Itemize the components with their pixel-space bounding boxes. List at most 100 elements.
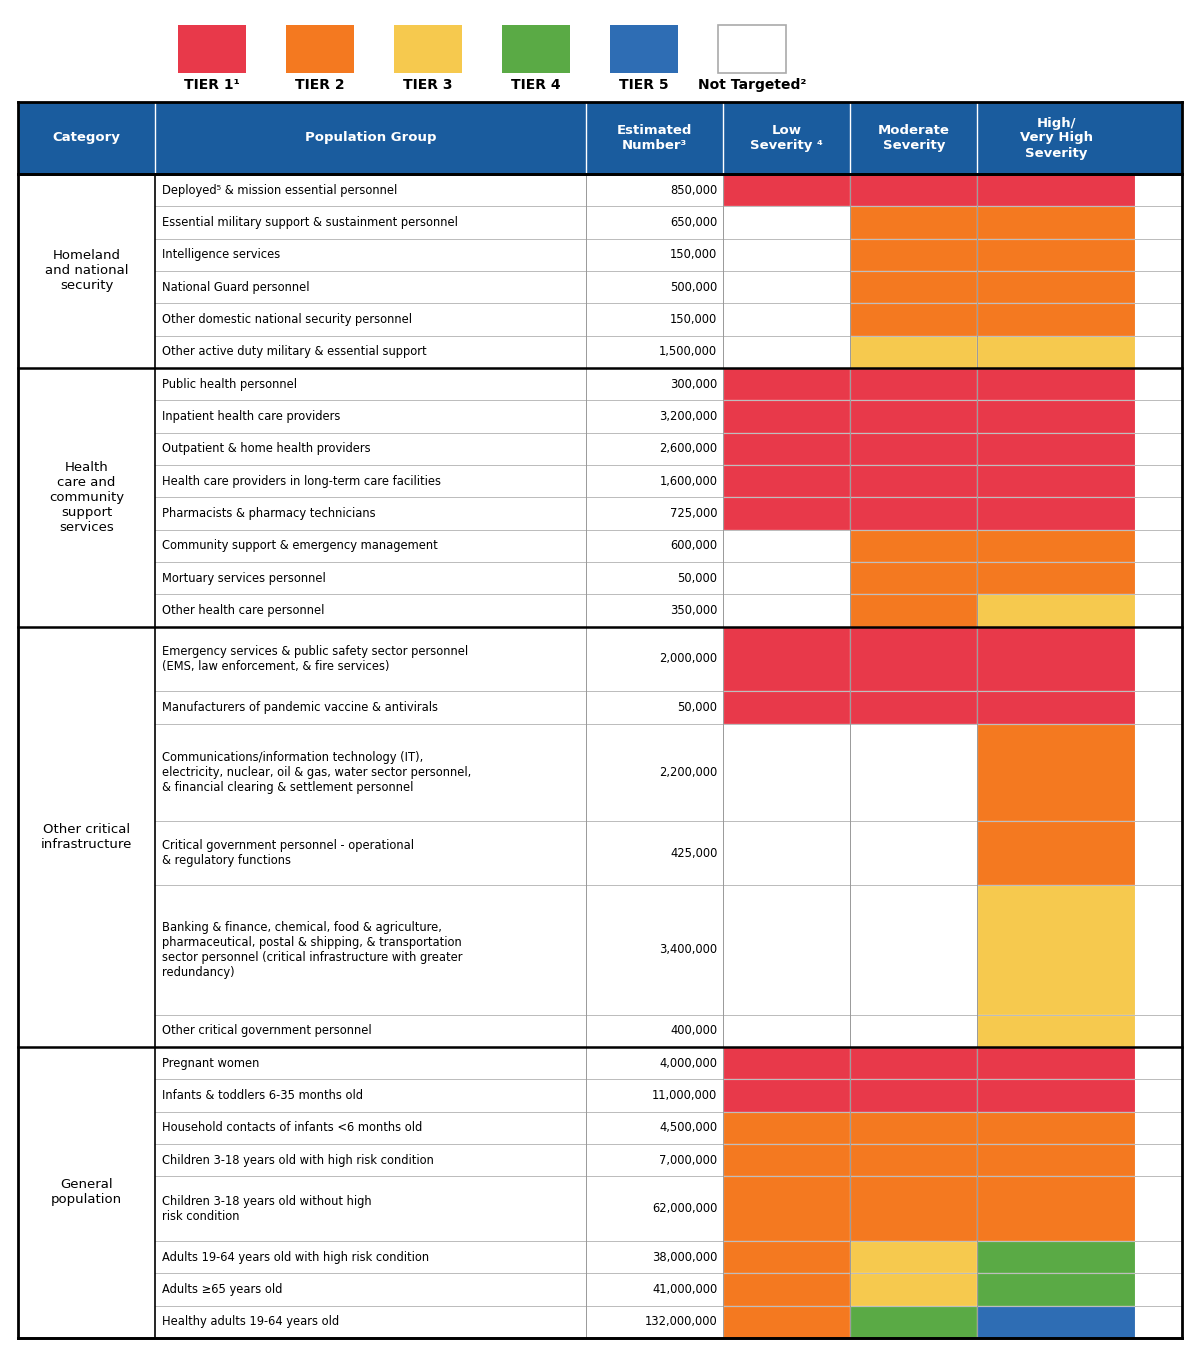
Text: Other critical government personnel: Other critical government personnel (162, 1024, 372, 1038)
Text: Children 3-18 years old without high
risk condition: Children 3-18 years old without high ris… (162, 1194, 372, 1223)
FancyBboxPatch shape (977, 1047, 1135, 1080)
Text: Low
Severity ⁴: Low Severity ⁴ (750, 124, 823, 152)
FancyBboxPatch shape (155, 594, 1182, 627)
FancyBboxPatch shape (851, 1240, 977, 1273)
Text: Other health care personnel: Other health care personnel (162, 604, 325, 617)
FancyBboxPatch shape (718, 24, 786, 73)
FancyBboxPatch shape (851, 820, 977, 885)
FancyBboxPatch shape (851, 627, 977, 691)
FancyBboxPatch shape (18, 174, 155, 369)
Text: High/
Very High
Severity: High/ Very High Severity (1020, 117, 1093, 159)
FancyBboxPatch shape (155, 1306, 1182, 1338)
FancyBboxPatch shape (724, 498, 851, 529)
FancyBboxPatch shape (977, 432, 1135, 465)
FancyBboxPatch shape (724, 336, 851, 369)
Text: TIER 5: TIER 5 (619, 78, 668, 92)
Text: 650,000: 650,000 (670, 216, 718, 228)
FancyBboxPatch shape (851, 336, 977, 369)
FancyBboxPatch shape (977, 207, 1135, 238)
Text: Homeland
and national
security: Homeland and national security (44, 249, 128, 292)
Text: Manufacturers of pandemic vaccine & antivirals: Manufacturers of pandemic vaccine & anti… (162, 700, 438, 714)
Text: Inpatient health care providers: Inpatient health care providers (162, 409, 341, 423)
FancyBboxPatch shape (724, 562, 851, 594)
Text: Pregnant women: Pregnant women (162, 1057, 259, 1070)
FancyBboxPatch shape (724, 1111, 851, 1144)
FancyBboxPatch shape (724, 529, 851, 562)
FancyBboxPatch shape (977, 336, 1135, 369)
FancyBboxPatch shape (155, 724, 1182, 820)
Text: TIER 1¹: TIER 1¹ (184, 78, 240, 92)
Text: 600,000: 600,000 (671, 540, 718, 552)
FancyBboxPatch shape (724, 465, 851, 498)
FancyBboxPatch shape (977, 594, 1135, 627)
Text: Health
care and
community
support
services: Health care and community support servic… (49, 461, 125, 534)
FancyBboxPatch shape (394, 24, 462, 73)
FancyBboxPatch shape (851, 1273, 977, 1306)
Text: Other domestic national security personnel: Other domestic national security personn… (162, 313, 413, 326)
FancyBboxPatch shape (977, 498, 1135, 529)
FancyBboxPatch shape (155, 432, 1182, 465)
FancyBboxPatch shape (502, 24, 570, 73)
FancyBboxPatch shape (18, 102, 1182, 174)
Text: Communications/information technology (IT),
electricity, nuclear, oil & gas, wat: Communications/information technology (I… (162, 751, 472, 794)
Text: Population Group: Population Group (305, 132, 437, 144)
FancyBboxPatch shape (977, 885, 1135, 1015)
FancyBboxPatch shape (724, 271, 851, 303)
FancyBboxPatch shape (178, 24, 246, 73)
FancyBboxPatch shape (851, 432, 977, 465)
FancyBboxPatch shape (724, 432, 851, 465)
Text: Other active duty military & essential support: Other active duty military & essential s… (162, 345, 427, 358)
Text: 300,000: 300,000 (670, 378, 718, 390)
FancyBboxPatch shape (155, 627, 1182, 691)
FancyBboxPatch shape (155, 562, 1182, 594)
FancyBboxPatch shape (18, 1047, 155, 1338)
Text: 3,200,000: 3,200,000 (659, 409, 718, 423)
Text: Household contacts of infants <6 months old: Household contacts of infants <6 months … (162, 1122, 422, 1134)
FancyBboxPatch shape (851, 562, 977, 594)
Text: TIER 2: TIER 2 (295, 78, 344, 92)
Text: Health care providers in long-term care facilities: Health care providers in long-term care … (162, 475, 442, 488)
FancyBboxPatch shape (977, 369, 1135, 400)
Text: Public health personnel: Public health personnel (162, 378, 298, 390)
Text: 38,000,000: 38,000,000 (652, 1251, 718, 1263)
Text: General
population: General population (52, 1179, 122, 1206)
FancyBboxPatch shape (851, 594, 977, 627)
Text: 850,000: 850,000 (670, 184, 718, 197)
FancyBboxPatch shape (977, 529, 1135, 562)
FancyBboxPatch shape (155, 238, 1182, 271)
FancyBboxPatch shape (851, 303, 977, 336)
Text: 500,000: 500,000 (670, 280, 718, 294)
FancyBboxPatch shape (724, 238, 851, 271)
FancyBboxPatch shape (851, 885, 977, 1015)
Text: 50,000: 50,000 (677, 571, 718, 585)
FancyBboxPatch shape (155, 1176, 1182, 1240)
Text: 1,500,000: 1,500,000 (659, 345, 718, 358)
Text: 41,000,000: 41,000,000 (652, 1282, 718, 1296)
FancyBboxPatch shape (155, 271, 1182, 303)
FancyBboxPatch shape (977, 691, 1135, 724)
FancyBboxPatch shape (18, 627, 155, 1047)
FancyBboxPatch shape (724, 1240, 851, 1273)
Text: 4,000,000: 4,000,000 (659, 1057, 718, 1070)
FancyBboxPatch shape (851, 1144, 977, 1176)
FancyBboxPatch shape (977, 820, 1135, 885)
FancyBboxPatch shape (724, 1273, 851, 1306)
Text: 4,500,000: 4,500,000 (659, 1122, 718, 1134)
FancyBboxPatch shape (851, 400, 977, 432)
Text: 11,000,000: 11,000,000 (652, 1089, 718, 1102)
FancyBboxPatch shape (724, 207, 851, 238)
Text: TIER 3: TIER 3 (403, 78, 452, 92)
FancyBboxPatch shape (977, 1176, 1135, 1240)
FancyBboxPatch shape (724, 627, 851, 691)
Text: Adults 19-64 years old with high risk condition: Adults 19-64 years old with high risk co… (162, 1251, 430, 1263)
Text: 725,000: 725,000 (670, 507, 718, 520)
FancyBboxPatch shape (724, 1176, 851, 1240)
FancyBboxPatch shape (851, 691, 977, 724)
Text: Children 3-18 years old with high risk condition: Children 3-18 years old with high risk c… (162, 1153, 434, 1167)
FancyBboxPatch shape (977, 1111, 1135, 1144)
Text: 150,000: 150,000 (670, 313, 718, 326)
FancyBboxPatch shape (977, 303, 1135, 336)
FancyBboxPatch shape (724, 1015, 851, 1047)
FancyBboxPatch shape (155, 400, 1182, 432)
Text: Deployed⁵ & mission essential personnel: Deployed⁵ & mission essential personnel (162, 184, 397, 197)
